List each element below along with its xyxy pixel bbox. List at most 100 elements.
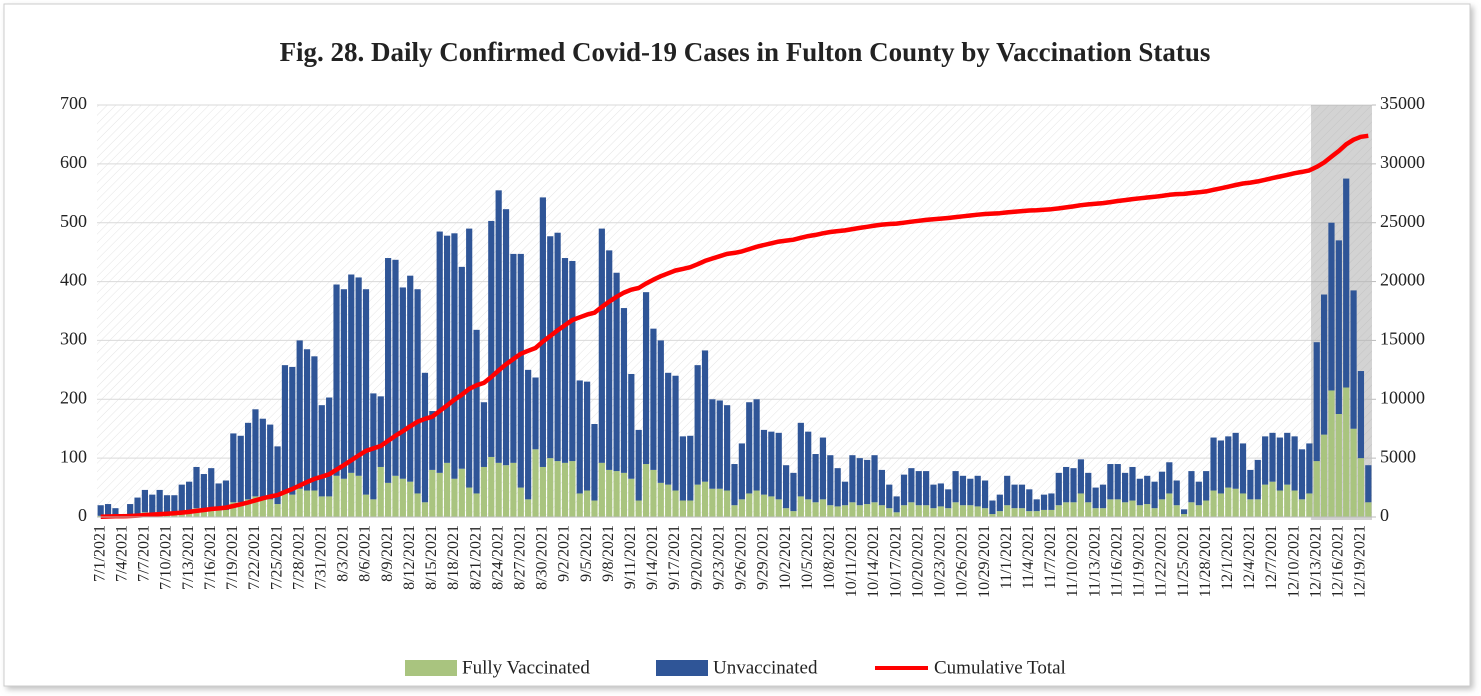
bar [1085,502,1092,517]
bar [377,396,384,467]
x-tick-label: 8/21/2021 [467,525,484,590]
bar [864,504,871,517]
bar [1107,464,1114,500]
bar [1254,459,1261,500]
bar [1239,493,1247,517]
bar [716,488,723,517]
bar [1357,371,1365,459]
x-tick-label: 12/13/2021 [1307,525,1324,598]
bar [694,484,701,517]
legend-label: Unvaccinated [713,657,818,678]
x-tick-label: 12/10/2021 [1285,525,1302,598]
x-tick-label: 12/4/2021 [1241,525,1258,590]
bar [547,458,554,517]
x-tick-label: 11/28/2021 [1197,525,1214,597]
bar [642,464,650,517]
bar [598,228,605,463]
bar [1328,390,1335,517]
x-tick-label: 8/15/2021 [423,525,440,590]
x-tick-label: 11/1/2021 [998,525,1015,589]
bar [473,329,480,494]
bar [981,480,989,509]
x-tick-label: 7/31/2021 [312,525,329,590]
y2-tick-label: 30000 [1380,152,1425,172]
bar [591,424,598,501]
bar [466,228,473,488]
bar [215,510,222,517]
x-tick-label: 11/22/2021 [1153,525,1170,597]
x-tick-label: 10/5/2021 [799,525,816,590]
bar [620,472,628,517]
bar [392,259,399,476]
bar [473,493,480,517]
bar [1129,466,1136,501]
bar [421,502,429,517]
bar [230,502,237,517]
bar [657,340,664,483]
bar [731,464,738,506]
bar [480,466,488,517]
x-tick-label: 7/1/2021 [91,525,108,582]
bar [296,340,303,489]
bar [650,328,657,470]
bar [937,483,944,507]
x-tick-label: 9/26/2021 [733,525,750,590]
bar [1173,480,1180,506]
bar [760,429,768,495]
bar [1269,481,1276,517]
bar [274,504,281,517]
bar [532,377,539,450]
bar [1328,222,1335,391]
bar [1048,493,1055,510]
y-tick-label: 400 [60,270,87,290]
bar [797,422,804,497]
x-tick-label: 7/4/2021 [113,525,130,582]
legend-swatch [405,660,457,676]
bar [1026,511,1033,517]
bar [878,469,885,506]
x-tick-label: 12/19/2021 [1352,525,1369,598]
bar [628,478,635,517]
x-tick-label: 7/7/2021 [136,525,153,582]
bar [1313,461,1320,517]
bar [1195,481,1202,506]
x-tick-label: 9/20/2021 [688,525,705,590]
bar [1180,514,1188,517]
bar [584,381,591,491]
bar [1114,464,1121,500]
bar [561,258,569,463]
x-tick-label: 9/17/2021 [666,525,683,590]
bar [1158,471,1166,500]
y-tick-label: 100 [60,446,87,466]
bar [738,443,745,500]
bar [488,456,495,517]
bar [1092,487,1099,509]
bar [1085,472,1092,503]
x-tick-label: 10/23/2021 [932,525,949,598]
bar [1026,489,1033,512]
x-tick-label: 12/16/2021 [1329,525,1346,598]
x-tick-label: 11/19/2021 [1130,525,1147,597]
bar [716,400,723,489]
bar [1343,178,1350,388]
bar [112,508,119,516]
bar [1225,436,1232,488]
x-tick-label: 10/8/2021 [821,525,838,590]
y-tick-label: 200 [60,387,87,407]
bar [517,253,524,488]
x-tick-label: 10/26/2021 [954,525,971,598]
bar [576,380,583,494]
bar [1077,459,1084,494]
bar [753,399,760,491]
bar [1122,502,1129,517]
bar [1144,504,1151,517]
bar [724,490,731,517]
bar [525,499,532,517]
bar [753,490,760,517]
bar [584,490,591,517]
bar [606,250,613,470]
bar [967,505,974,517]
bar [996,511,1003,517]
bar [414,289,421,494]
